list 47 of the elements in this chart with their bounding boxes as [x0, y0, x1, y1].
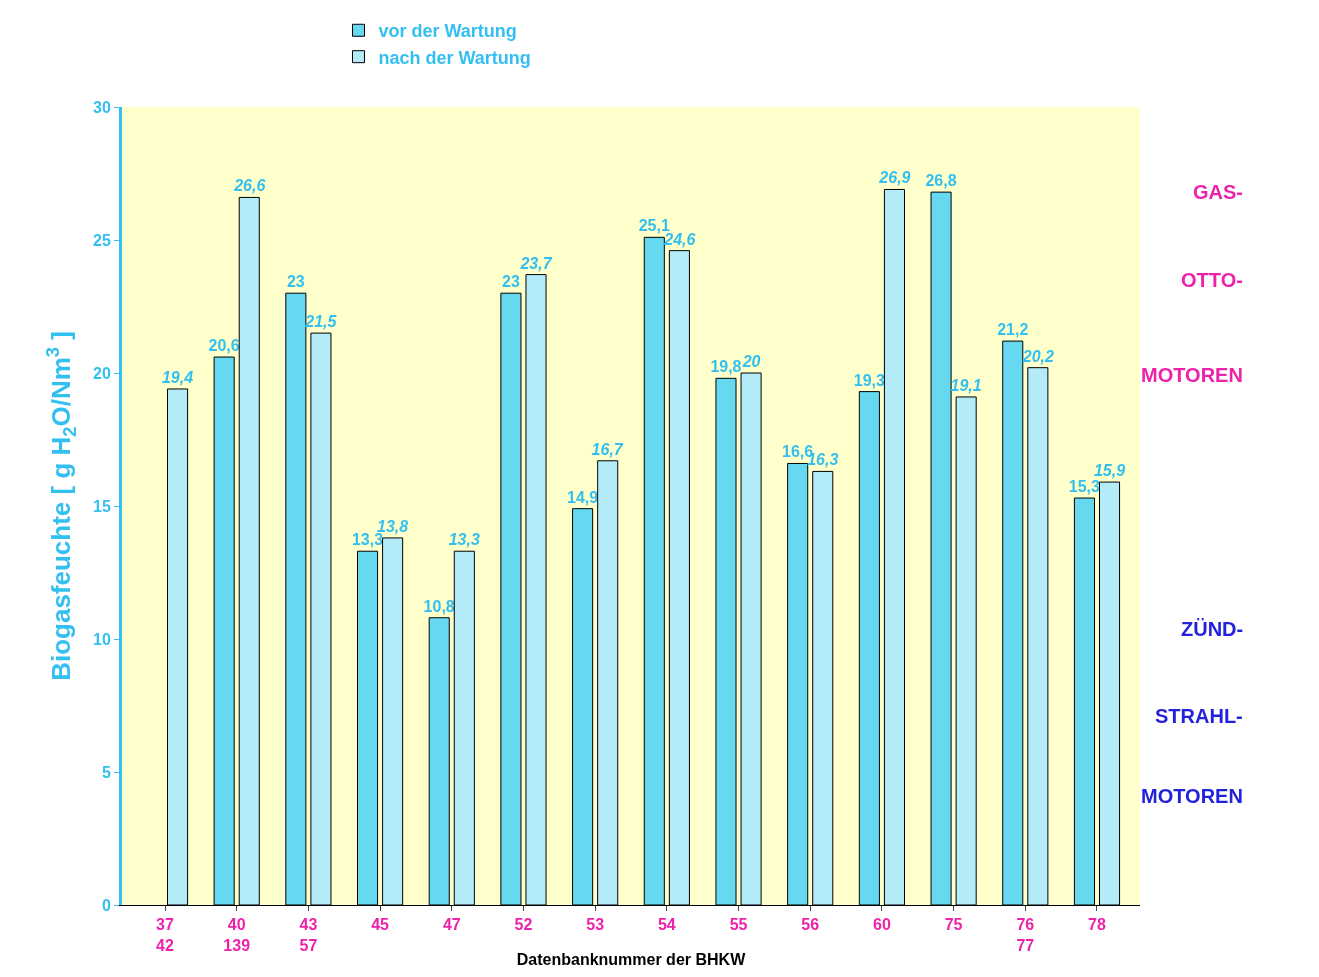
- x-tick-label: 54: [657, 916, 676, 934]
- data-label: 13,3: [448, 531, 480, 549]
- data-label: 26,8: [925, 172, 957, 190]
- x-tick-label: 47: [442, 916, 461, 934]
- data-label: 21,2: [997, 321, 1029, 339]
- y-tick-label: 5: [101, 763, 111, 781]
- data-label: 19,3: [853, 371, 885, 389]
- x-tick-label: 60: [873, 916, 891, 934]
- text: OTTO-: [1181, 269, 1243, 291]
- data-label: 20: [741, 353, 761, 370]
- legend-label: nach der Wartung: [378, 47, 531, 68]
- data-label: 19,8: [710, 358, 742, 376]
- data-label: 15,9: [1093, 462, 1126, 480]
- x-tick-label: 76 77: [1016, 916, 1035, 954]
- x-tick-label: 45: [371, 916, 390, 934]
- x-tick-label: 53: [586, 916, 605, 934]
- y-tick-label: 20: [93, 364, 111, 382]
- text: MOTOREN: [1141, 364, 1243, 386]
- text: STRAHL-: [1155, 705, 1243, 727]
- text: MOTOREN: [1141, 785, 1243, 807]
- text: ZÜND-: [1181, 618, 1244, 640]
- data-label: 15,3: [1068, 478, 1101, 496]
- data-label: 23: [286, 273, 305, 291]
- x-tick-label: 75: [944, 916, 963, 934]
- data-label: 23: [501, 273, 520, 291]
- x-tick-label: 78: [1088, 916, 1106, 934]
- data-label: 26,9: [878, 169, 911, 187]
- y-tick-label: 15: [93, 497, 111, 515]
- x-axis-title: Datenbanknummer der BHKW: [516, 950, 747, 968]
- data-label: 19,4: [161, 368, 194, 386]
- y-tick-label: 25: [93, 231, 111, 249]
- x-tick-label: 37 42: [156, 916, 175, 954]
- x-tick-label: 55: [729, 916, 748, 934]
- data-label: 23,7: [519, 254, 553, 272]
- data-label: 20,6: [208, 337, 240, 355]
- y-tick-label: 0: [101, 896, 111, 914]
- x-tick-label: 52: [514, 916, 533, 934]
- data-label: 26,6: [233, 177, 266, 195]
- data-label: 10,8: [423, 597, 455, 615]
- y-tick-label: 30: [93, 98, 111, 116]
- x-tick-label: 56: [801, 916, 820, 934]
- text: GAS-: [1193, 181, 1243, 203]
- data-label: 16,7: [591, 440, 624, 458]
- legend-label: vor der Wartung: [378, 21, 517, 42]
- x-tick-label: 40 139: [223, 916, 251, 954]
- x-tick-label: 43 57: [299, 916, 318, 954]
- y-tick-label: 10: [93, 630, 111, 648]
